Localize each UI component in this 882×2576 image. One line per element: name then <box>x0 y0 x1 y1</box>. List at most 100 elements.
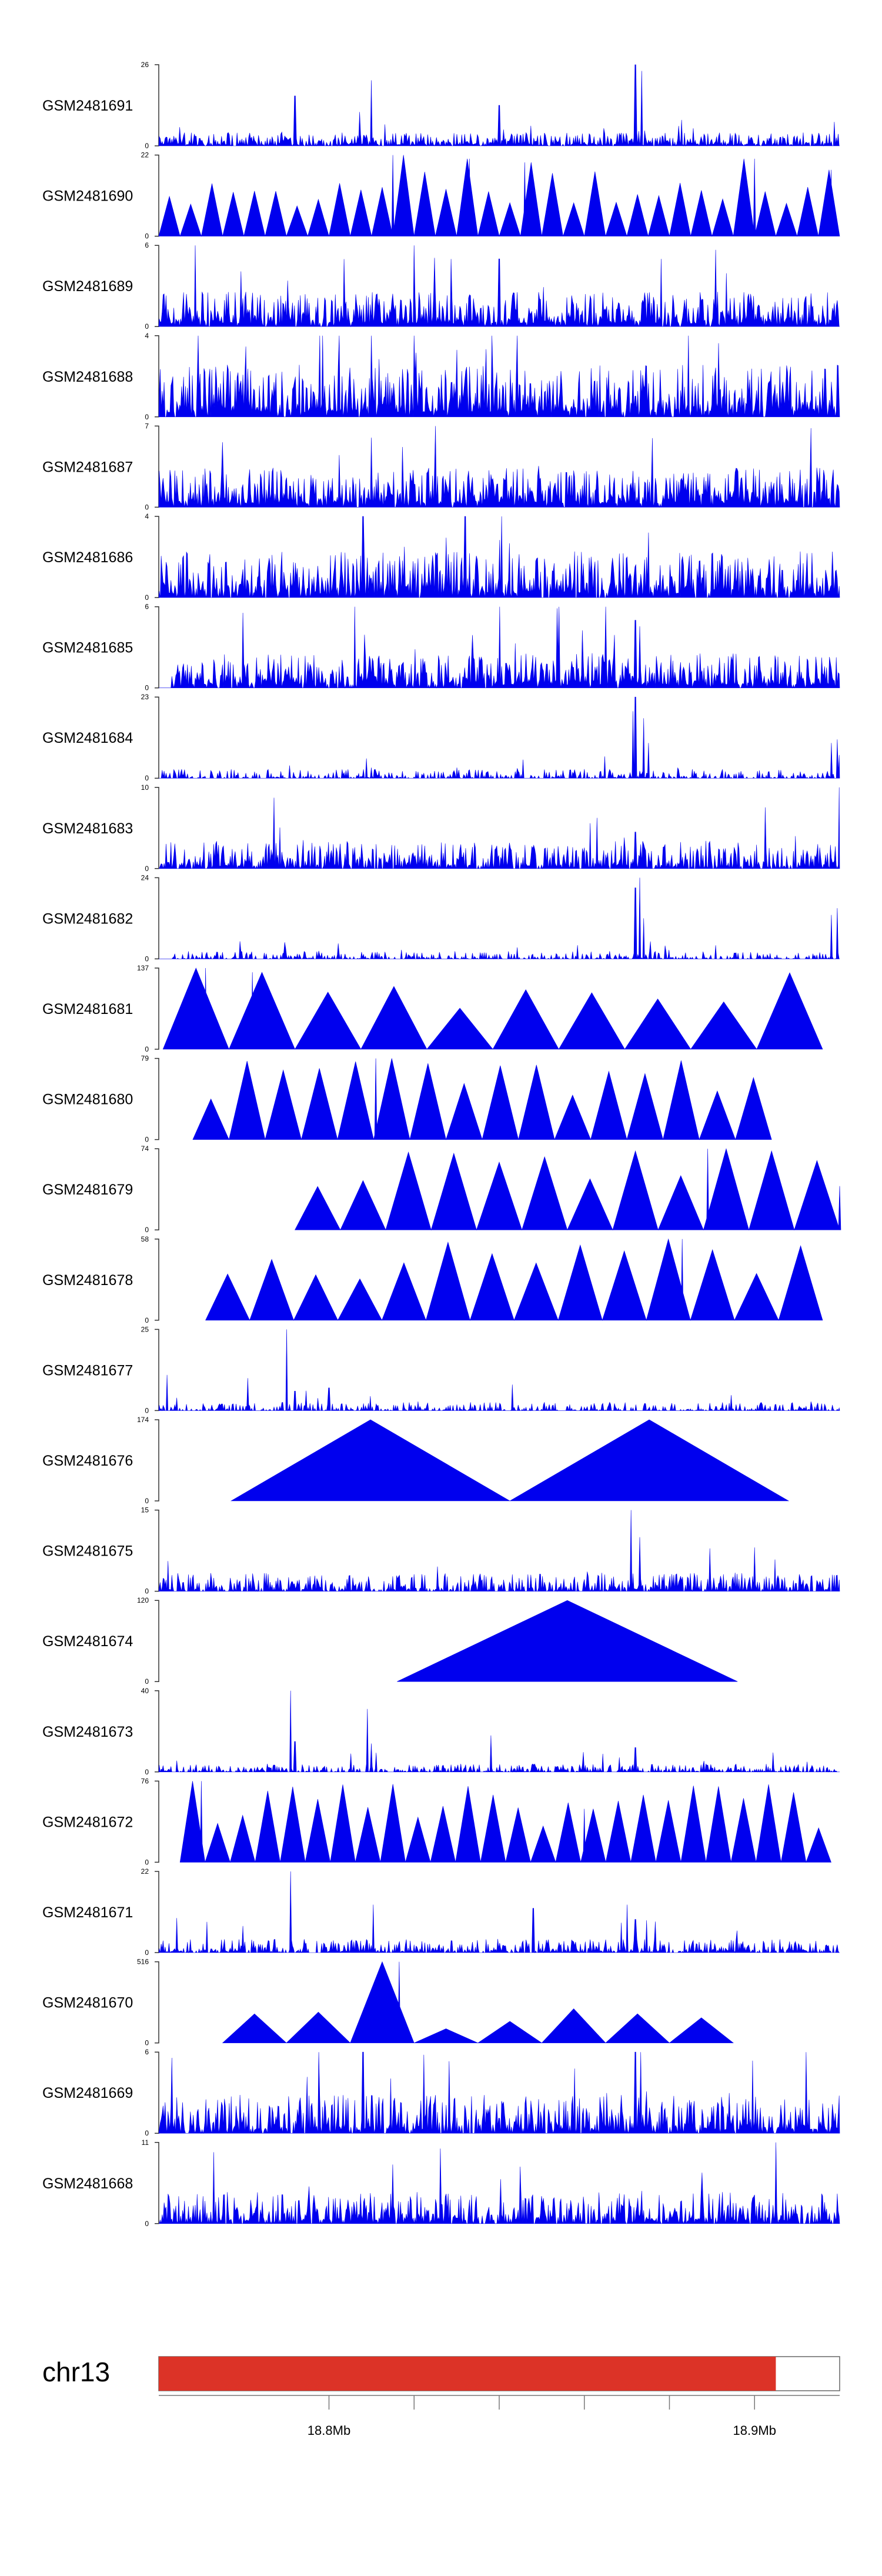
coverage-area <box>159 787 840 869</box>
y-tick-zero: 0 <box>145 1406 149 1414</box>
coverage-area <box>222 1961 734 2044</box>
track-label: GSM2481678 <box>42 1272 133 1289</box>
track-GSM2481670: GSM2481670 516 0 <box>42 1958 734 2047</box>
y-tick-max: 6 <box>145 2048 149 2056</box>
coverage-area <box>158 426 840 508</box>
y-axis <box>155 516 159 598</box>
y-tick-max: 76 <box>141 1777 149 1785</box>
y-tick-max: 10 <box>141 783 149 792</box>
coverage-area <box>205 1238 823 1321</box>
y-tick-max: 22 <box>141 151 149 159</box>
y-tick-max: 23 <box>141 693 149 701</box>
track-label: GSM2481671 <box>42 1904 133 1921</box>
y-tick-zero: 0 <box>145 232 149 241</box>
track-GSM2481681: GSM2481681 137 0 <box>42 964 823 1053</box>
coverage-area <box>158 1329 840 1412</box>
coverage-area <box>158 155 840 237</box>
track-label: GSM2481672 <box>42 1814 133 1830</box>
track-GSM2481668: GSM2481668 11 0 <box>42 2138 840 2228</box>
y-axis <box>155 1780 159 1863</box>
coverage-area <box>158 516 840 598</box>
y-tick-max: 26 <box>141 61 149 69</box>
y-tick-zero: 0 <box>145 1677 149 1686</box>
coverage-area <box>397 1600 738 1682</box>
coverage-area <box>230 1419 790 1501</box>
y-axis <box>155 64 159 146</box>
y-tick-max: 22 <box>141 1867 149 1876</box>
track-label: GSM2481669 <box>42 2085 133 2101</box>
y-axis <box>155 1600 159 1682</box>
track-GSM2481691: GSM2481691 26 0 <box>42 61 840 150</box>
y-axis <box>155 1239 159 1321</box>
y-tick-zero: 0 <box>145 1226 149 1234</box>
y-tick-zero: 0 <box>145 413 149 421</box>
y-tick-zero: 0 <box>145 1497 149 1505</box>
track-GSM2481679: GSM2481679 74 0 <box>42 1144 841 1234</box>
y-tick-zero: 0 <box>145 2220 149 2228</box>
y-tick-max: 15 <box>141 1506 149 1514</box>
coverage-area <box>158 1871 840 1954</box>
track-label: GSM2481691 <box>42 98 133 114</box>
track-label: GSM2481683 <box>42 820 133 837</box>
track-GSM2481676: GSM2481676 174 0 <box>42 1416 790 1505</box>
chromosome-label: chr13 <box>42 2357 110 2387</box>
y-axis <box>155 1148 159 1230</box>
coverage-area <box>162 967 823 1050</box>
track-GSM2481674: GSM2481674 120 0 <box>42 1596 738 1686</box>
y-tick-max: 6 <box>145 603 149 611</box>
y-tick-max: 120 <box>137 1596 149 1604</box>
y-axis <box>155 154 159 237</box>
coverage-area <box>159 696 840 779</box>
track-GSM2481683: GSM2481683 10 0 <box>42 783 840 873</box>
y-axis <box>155 606 159 689</box>
y-tick-max: 40 <box>141 1687 149 1695</box>
coverage-area <box>295 1148 841 1231</box>
y-tick-zero: 0 <box>145 865 149 873</box>
y-tick-zero: 0 <box>145 142 149 150</box>
y-tick-zero: 0 <box>145 955 149 963</box>
y-tick-zero: 0 <box>145 1858 149 1866</box>
coverage-area <box>159 606 840 689</box>
y-tick-zero: 0 <box>145 1587 149 1596</box>
y-tick-max: 516 <box>137 1958 149 1966</box>
y-axis <box>155 2051 159 2134</box>
track-label: GSM2481687 <box>42 459 133 475</box>
track-label: GSM2481668 <box>42 2175 133 2192</box>
track-GSM2481690: GSM2481690 22 0 <box>42 151 840 241</box>
track-GSM2481677: GSM2481677 25 0 <box>42 1325 840 1414</box>
y-axis <box>155 335 159 418</box>
coverage-area <box>158 1690 840 1773</box>
y-tick-zero: 0 <box>145 2129 149 2137</box>
track-GSM2481685: GSM2481685 6 0 <box>42 603 840 692</box>
y-tick-max: 4 <box>145 332 149 340</box>
track-label: GSM2481684 <box>42 730 133 746</box>
y-axis <box>155 1419 159 1501</box>
track-GSM2481675: GSM2481675 15 0 <box>42 1506 840 1596</box>
coverage-area <box>158 2051 840 2134</box>
ideogram-band <box>159 2357 776 2391</box>
y-axis <box>155 877 159 960</box>
track-label: GSM2481686 <box>42 549 133 566</box>
track-label: GSM2481688 <box>42 369 133 385</box>
track-GSM2481689: GSM2481689 6 0 <box>42 241 840 331</box>
y-axis <box>155 967 159 1050</box>
track-GSM2481684: GSM2481684 23 0 <box>42 693 840 782</box>
coverage-area <box>158 335 840 418</box>
track-label: GSM2481670 <box>42 1995 133 2011</box>
y-tick-zero: 0 <box>145 1316 149 1324</box>
track-label: GSM2481690 <box>42 188 133 205</box>
y-tick-max: 24 <box>141 873 149 882</box>
track-GSM2481678: GSM2481678 58 0 <box>42 1235 823 1324</box>
y-axis <box>155 245 159 327</box>
coverage-area <box>179 1781 831 1863</box>
track-label: GSM2481679 <box>42 1182 133 1198</box>
ruler-tick-label: 18.9Mb <box>733 2423 776 2438</box>
coverage-area <box>158 1510 840 1592</box>
chromosome-ruler: chr13 18.8Mb 18.9Mb <box>42 2356 840 2438</box>
y-axis <box>155 696 159 779</box>
y-axis <box>155 2142 159 2224</box>
y-tick-max: 7 <box>145 422 149 430</box>
y-tick-max: 4 <box>145 512 149 520</box>
y-tick-zero: 0 <box>145 684 149 692</box>
